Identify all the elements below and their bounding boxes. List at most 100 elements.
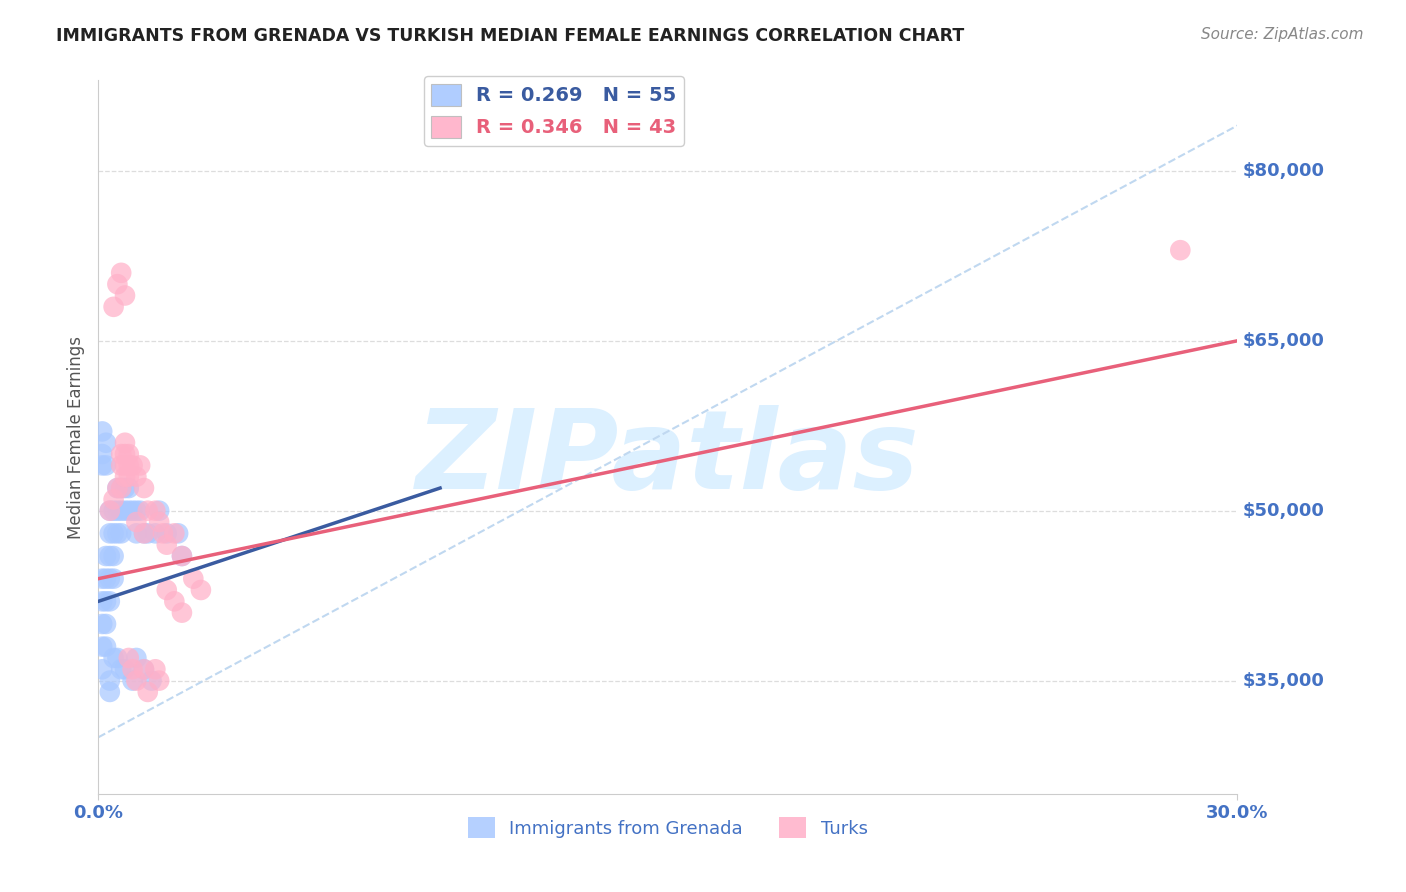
Point xyxy=(114,447,136,461)
Point xyxy=(121,458,143,473)
Point xyxy=(125,651,148,665)
Point xyxy=(114,288,136,302)
Point xyxy=(94,572,117,586)
Point xyxy=(145,504,167,518)
Point xyxy=(145,662,167,676)
Point xyxy=(170,549,193,563)
Point xyxy=(91,662,114,676)
Point xyxy=(110,447,132,461)
Point xyxy=(156,526,179,541)
Point xyxy=(114,469,136,483)
Point xyxy=(110,481,132,495)
Point xyxy=(91,572,114,586)
Point xyxy=(145,526,167,541)
Point xyxy=(136,685,159,699)
Point xyxy=(110,662,132,676)
Point xyxy=(98,504,121,518)
Text: $35,000: $35,000 xyxy=(1243,672,1324,690)
Point xyxy=(152,526,174,541)
Point xyxy=(114,435,136,450)
Point xyxy=(118,458,141,473)
Point xyxy=(94,435,117,450)
Point xyxy=(125,526,148,541)
Point xyxy=(91,594,114,608)
Point xyxy=(132,662,155,676)
Point xyxy=(103,526,125,541)
Point xyxy=(98,673,121,688)
Point xyxy=(114,481,136,495)
Point xyxy=(91,617,114,632)
Text: Source: ZipAtlas.com: Source: ZipAtlas.com xyxy=(1201,27,1364,42)
Point xyxy=(170,606,193,620)
Point xyxy=(103,300,125,314)
Point xyxy=(114,458,136,473)
Point xyxy=(103,504,125,518)
Text: IMMIGRANTS FROM GRENADA VS TURKISH MEDIAN FEMALE EARNINGS CORRELATION CHART: IMMIGRANTS FROM GRENADA VS TURKISH MEDIA… xyxy=(56,27,965,45)
Point xyxy=(125,469,148,483)
Point xyxy=(141,673,163,688)
Point xyxy=(110,481,132,495)
Point xyxy=(136,504,159,518)
Point xyxy=(91,458,114,473)
Point xyxy=(107,481,129,495)
Point xyxy=(125,515,148,529)
Text: ZIPatlas: ZIPatlas xyxy=(416,405,920,512)
Point xyxy=(121,504,143,518)
Point xyxy=(91,640,114,654)
Text: $65,000: $65,000 xyxy=(1243,332,1324,350)
Point xyxy=(118,447,141,461)
Point xyxy=(107,526,129,541)
Point xyxy=(94,458,117,473)
Point xyxy=(98,504,121,518)
Point xyxy=(125,673,148,688)
Point xyxy=(91,425,114,439)
Point xyxy=(129,458,152,473)
Point xyxy=(156,538,179,552)
Y-axis label: Median Female Earnings: Median Female Earnings xyxy=(66,335,84,539)
Point xyxy=(98,572,121,586)
Point xyxy=(118,481,141,495)
Point xyxy=(148,673,170,688)
Text: $80,000: $80,000 xyxy=(1243,161,1324,180)
Point xyxy=(190,582,212,597)
Point xyxy=(114,662,136,676)
Point xyxy=(103,651,125,665)
Point xyxy=(121,662,143,676)
Point xyxy=(98,594,121,608)
Point xyxy=(94,549,117,563)
Point xyxy=(103,492,125,507)
Point xyxy=(110,504,132,518)
Text: $50,000: $50,000 xyxy=(1243,501,1324,520)
Point xyxy=(1170,243,1192,257)
Point xyxy=(132,662,155,676)
Point xyxy=(94,640,117,654)
Point xyxy=(114,504,136,518)
Point xyxy=(132,481,155,495)
Point xyxy=(163,594,186,608)
Point xyxy=(118,469,141,483)
Point xyxy=(103,549,125,563)
Point xyxy=(107,504,129,518)
Point xyxy=(148,515,170,529)
Point xyxy=(163,526,186,541)
Point xyxy=(94,617,117,632)
Point xyxy=(148,504,170,518)
Point xyxy=(110,266,132,280)
Point xyxy=(121,673,143,688)
Point xyxy=(91,447,114,461)
Point xyxy=(167,526,190,541)
Point xyxy=(94,594,117,608)
Legend: Immigrants from Grenada, Turks: Immigrants from Grenada, Turks xyxy=(461,810,875,846)
Point xyxy=(98,526,121,541)
Point xyxy=(132,526,155,541)
Point xyxy=(107,481,129,495)
Point xyxy=(118,504,141,518)
Point xyxy=(183,572,205,586)
Point xyxy=(98,549,121,563)
Point xyxy=(110,458,132,473)
Point xyxy=(103,572,125,586)
Point xyxy=(132,526,155,541)
Point xyxy=(98,685,121,699)
Point xyxy=(125,504,148,518)
Point xyxy=(107,277,129,292)
